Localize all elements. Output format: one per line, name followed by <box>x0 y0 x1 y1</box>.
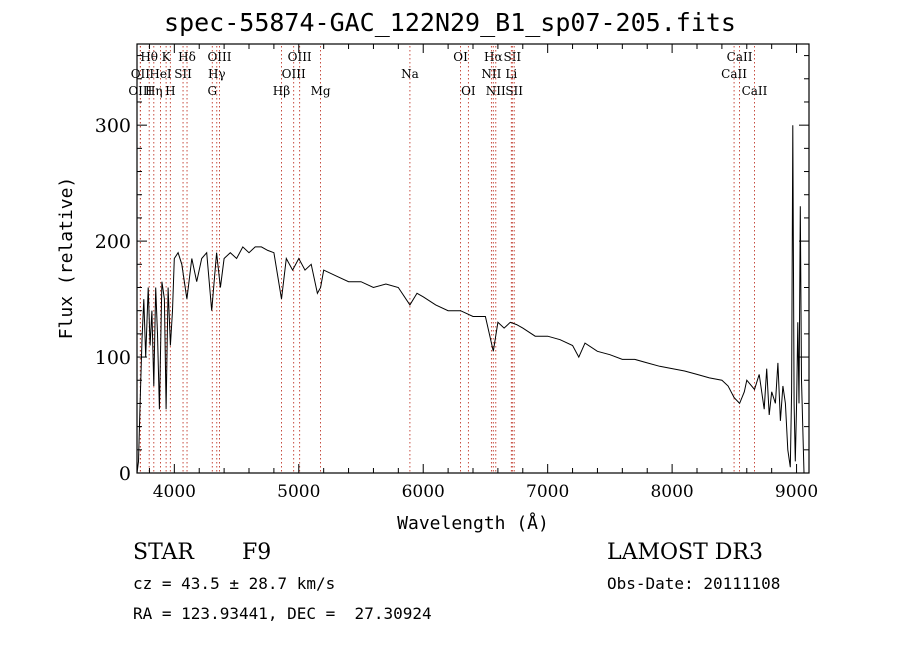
series-flux-line <box>136 125 805 474</box>
spectral-line-label: G <box>207 84 217 98</box>
chart-title: spec-55874-GAC_122N29_B1_sp07-205.fits <box>164 8 736 37</box>
spectral-line-label: K <box>162 50 172 64</box>
spectral-line-label: OI <box>453 50 468 64</box>
coordinates-readout: RA = 123.93441, DEC = 27.30924 <box>133 604 432 623</box>
spectral-line-label: NII <box>481 67 501 81</box>
spectral-line-label: OIII <box>282 67 306 81</box>
spectral-line-label: Hγ <box>208 67 226 81</box>
y-tick-label: 0 <box>119 463 131 485</box>
observation-date: Obs-Date: 20111108 <box>607 574 781 593</box>
spectral-line-label: Hα <box>484 50 503 64</box>
y-axis-label: Flux (relative) <box>56 177 77 340</box>
spectral-line-label: CaII <box>721 67 747 81</box>
spectral-line-label: SII <box>505 84 523 98</box>
spectral-line-label: OIII <box>128 84 152 98</box>
plot-frame <box>136 43 810 474</box>
spectral-line-label: CaII <box>742 84 768 98</box>
y-tick-label: 200 <box>95 231 131 253</box>
spectral-line-label: HeI <box>149 67 172 81</box>
spectral-line-label: H <box>165 84 175 98</box>
x-tick-label: 5000 <box>277 482 320 502</box>
x-tick-label: 6000 <box>402 482 445 502</box>
spectral-line-label: SII <box>174 67 192 81</box>
ticks-layer: 4000 5000 6000 7000 8000 9000 0 100 200 300 <box>95 44 818 502</box>
x-tick-label: 7000 <box>526 482 569 502</box>
x-tick-label: 8000 <box>650 482 693 502</box>
object-class: STAR <box>133 540 194 565</box>
spectral-line-label: Hθ <box>140 50 158 64</box>
spectral-line-label: OIII <box>288 50 312 64</box>
spectral-line-label: Na <box>401 67 419 81</box>
object-subclass: F9 <box>242 540 272 565</box>
spectral-line-label: Li <box>505 67 517 81</box>
spectral-line-label: NII <box>486 84 506 98</box>
y-tick-label: 100 <box>95 347 131 369</box>
x-tick-label: 4000 <box>153 482 196 502</box>
y-tick-label: 300 <box>95 115 131 137</box>
spectral-line-label: Mg <box>311 84 331 98</box>
spectral-line-label: Hβ <box>273 84 290 98</box>
spectral-line-label: SII <box>503 50 521 64</box>
spectral-line-label: Hδ <box>178 50 196 64</box>
spectral-line-label: CaII <box>727 50 753 64</box>
spectral-line-label: OI <box>461 84 476 98</box>
spectral-line-label: OIII <box>207 50 231 64</box>
redshift-readout: cz = 43.5 ± 28.7 km/s <box>133 574 336 593</box>
x-axis-label: Wavelength (Å) <box>397 512 549 534</box>
spectral-line-label: Hη <box>145 84 163 98</box>
survey-name: LAMOST DR3 <box>607 540 763 565</box>
x-tick-label: 9000 <box>775 482 818 502</box>
